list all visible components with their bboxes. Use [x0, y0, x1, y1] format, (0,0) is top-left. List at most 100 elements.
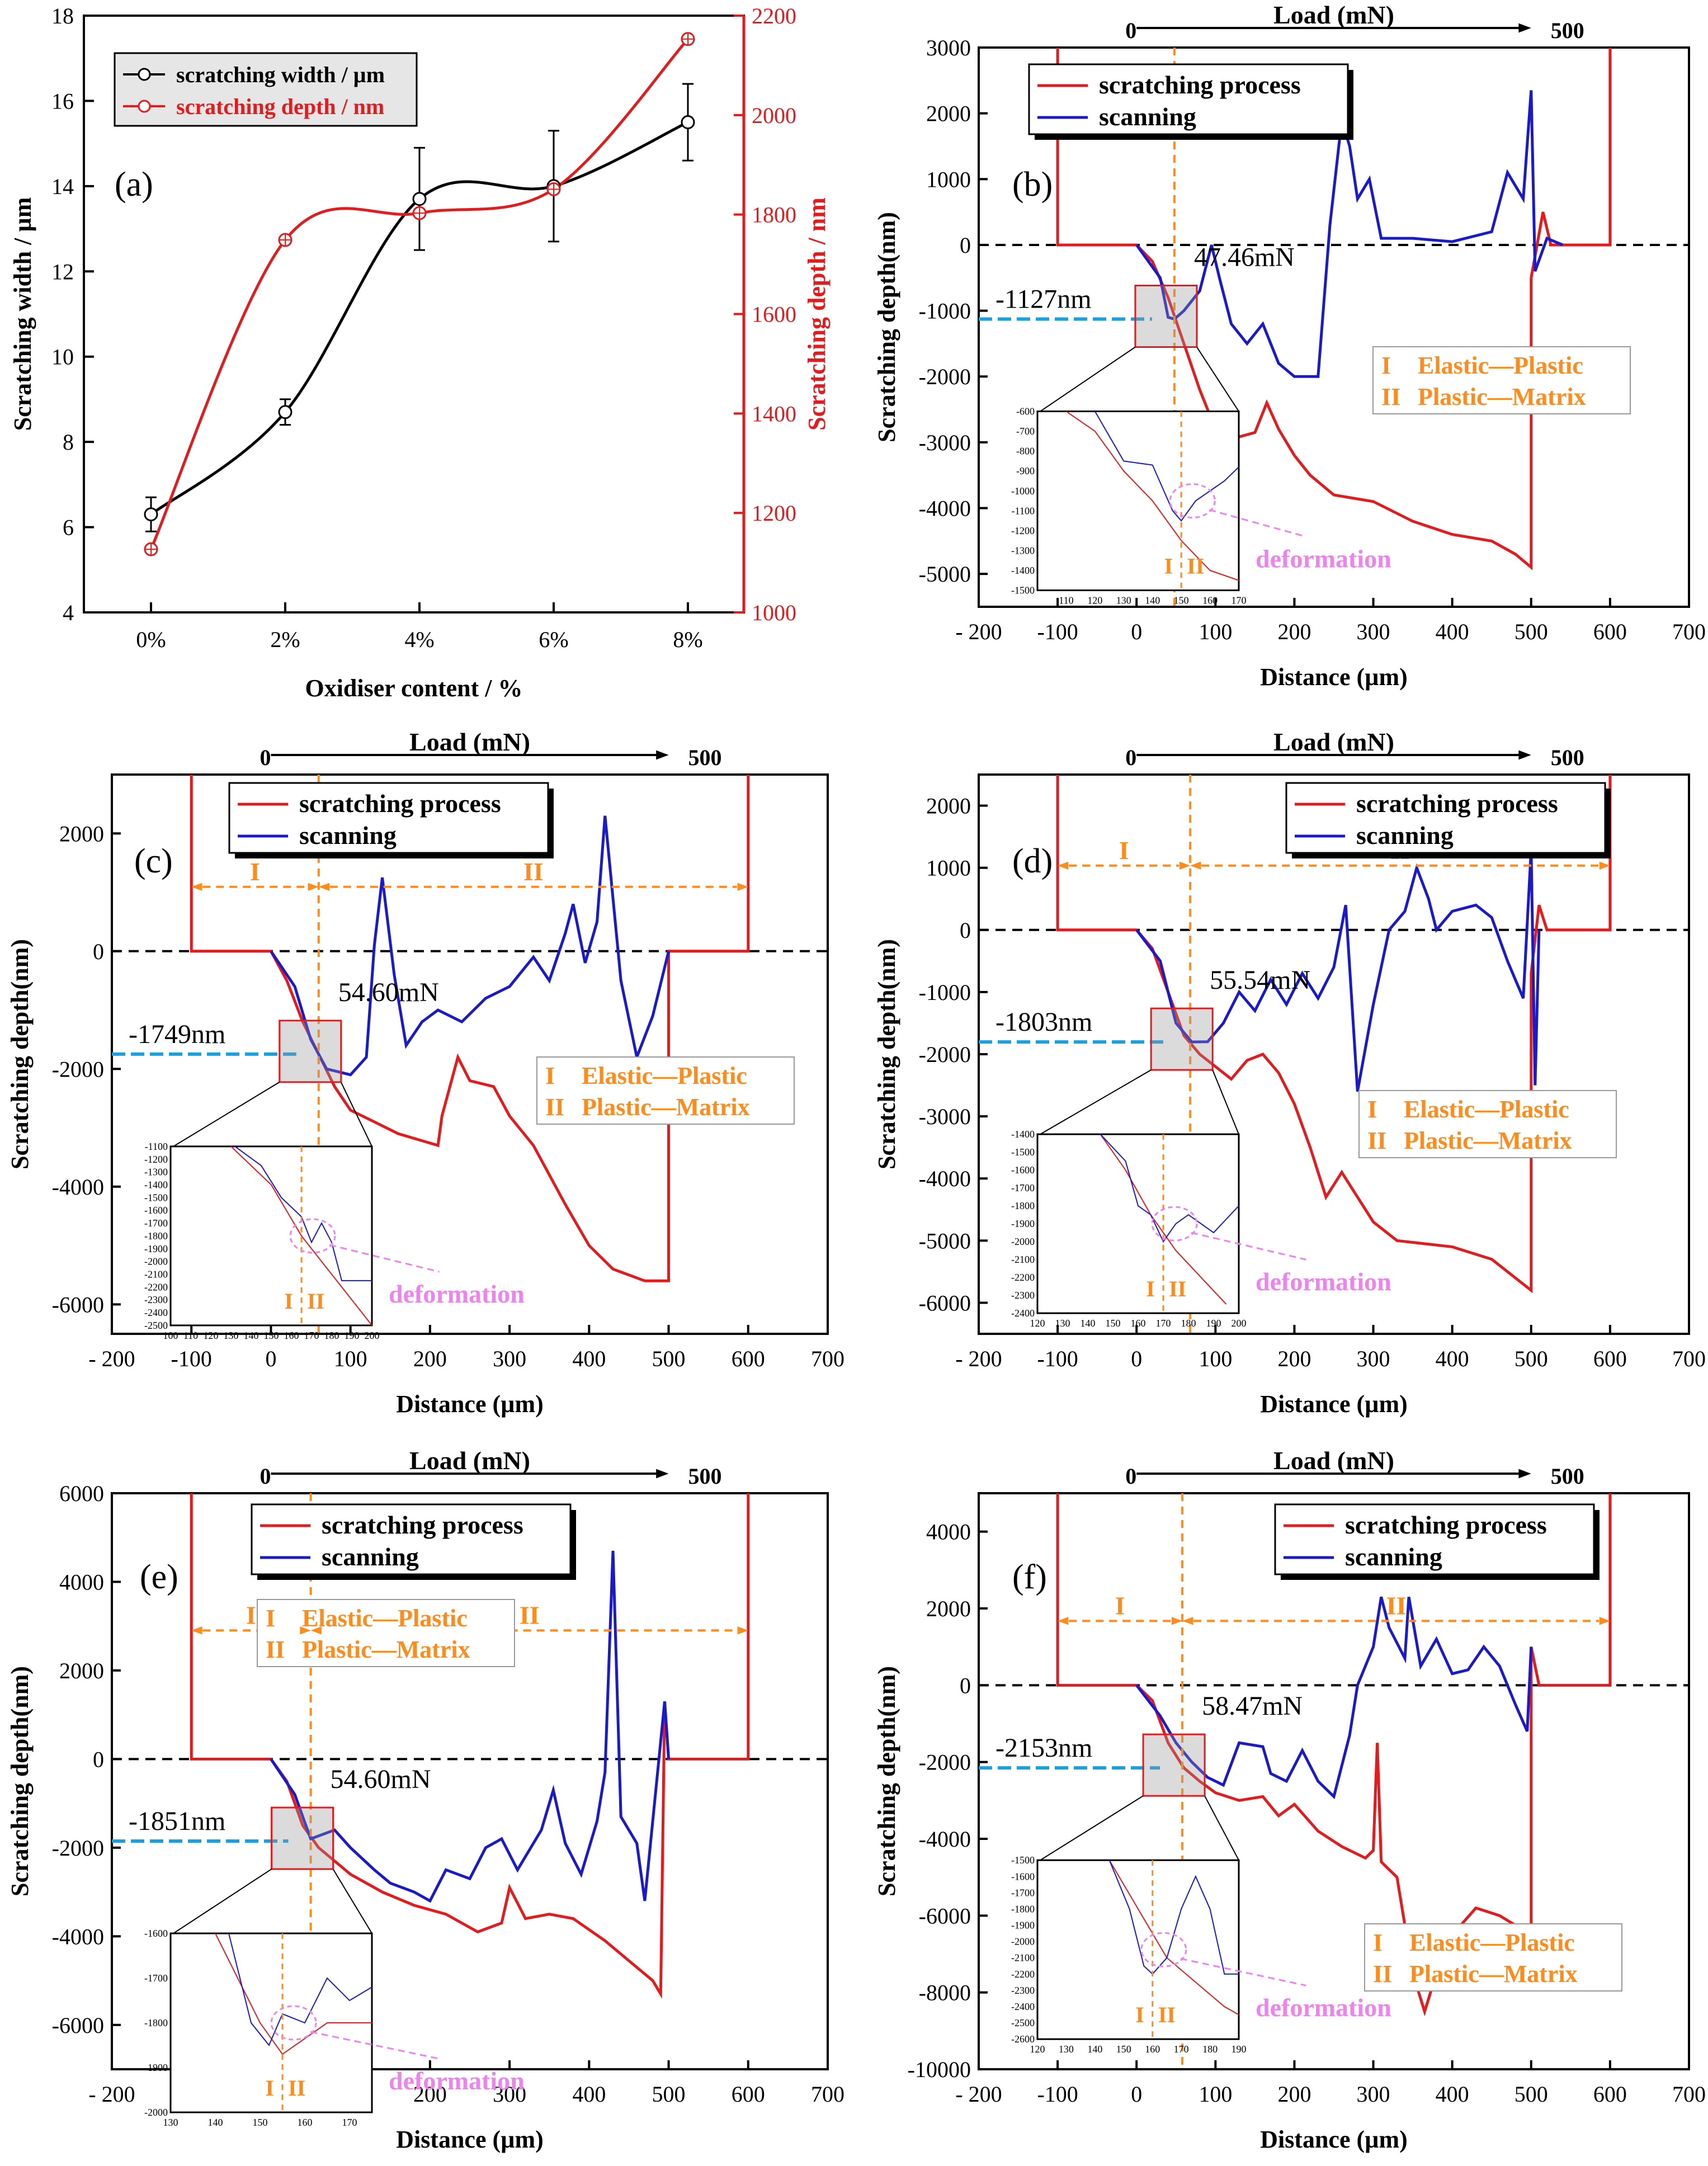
right-tick-label-a: 1600 [752, 302, 796, 327]
legend-box-d [1285, 782, 1606, 854]
inset-y-tick-b: -1300 [1011, 545, 1035, 556]
inset-x-tick-b: 140 [1145, 595, 1160, 606]
y-tick-label-e: -6000 [52, 2013, 104, 2038]
y-tick-label-f: -6000 [919, 1903, 971, 1928]
y-tick-label-c: -2000 [52, 1056, 104, 1082]
deformation-ring-b [1169, 483, 1216, 519]
legend-label-process-e: scratching process [322, 1511, 523, 1539]
stage-box-elastic-d: Elastic—Plastic [1404, 1096, 1569, 1123]
stage-box-f [1364, 1923, 1622, 1992]
x-tick-label-d: 300 [1357, 1346, 1390, 1371]
deformation-label-e: deformation [389, 2066, 525, 2095]
x-tick-label-c: - 200 [88, 1346, 135, 1371]
inset-connector-b [1040, 346, 1136, 412]
inset-y-tick-e: -1700 [144, 1972, 168, 1984]
arrowhead [191, 1626, 202, 1635]
inset-x-tick-c: 100 [163, 1330, 178, 1341]
deformation-label-c: deformation [389, 1280, 525, 1308]
y-tick-label-e: 6000 [59, 1481, 104, 1506]
critical-depth-label-d: -1803nm [995, 1007, 1092, 1037]
deformation-pointer-c [329, 1244, 440, 1273]
inset-y-tick-e: -2000 [144, 2107, 168, 2118]
stage-II-label-f: II [1386, 1591, 1407, 1620]
inset-y-tick-f: -1900 [1011, 1920, 1035, 1931]
x-tick-label-f: 0 [1131, 2082, 1142, 2107]
y-tick-label-f: -10000 [908, 2057, 971, 2082]
legend-label-process-b: scratching process [1099, 70, 1301, 99]
y-tick-label-b: 3000 [926, 35, 971, 60]
inset-x-tick-f: 190 [1232, 2044, 1247, 2055]
critical-load-label-d: 55.54mN [1210, 965, 1310, 995]
inset-y-tick-e: -1600 [144, 1928, 168, 1939]
right-tick-label-a: 1800 [752, 202, 796, 228]
inset-connector-f [1040, 1795, 1144, 1861]
panel-f: - 200 -100 0 100 200 300 400 500 600 700 -10000 -80… [873, 1446, 1706, 2153]
x-axis-label-b: Distance (µm) [1260, 663, 1408, 691]
inset-x-tick-e: 160 [298, 2117, 313, 2128]
arrowhead [1599, 861, 1610, 870]
x-tick-label-f: 300 [1357, 2082, 1390, 2107]
y-tick-label-e: -2000 [52, 1835, 104, 1861]
y-tick-label-e: 4000 [59, 1569, 104, 1594]
y-tick-label-d: -5000 [919, 1228, 971, 1253]
inset-y-tick-d: -1900 [1011, 1218, 1035, 1229]
load-end-c: 500 [688, 745, 722, 770]
arrowhead [310, 1626, 322, 1635]
inset-y-tick-e: -1800 [144, 2017, 168, 2028]
inset-y-tick-c: -1800 [144, 1230, 168, 1242]
inset-y-tick-b: -600 [1016, 406, 1035, 417]
right-tick-label-a: 2200 [752, 3, 796, 29]
inset-I-e: I [265, 2075, 274, 2101]
stage-box-II-f: II [1373, 1960, 1392, 1988]
inset-y-tick-c: -1200 [144, 1154, 168, 1165]
inset-y-tick-f: -1800 [1011, 1903, 1035, 1914]
inset-y-tick-d: -2100 [1011, 1254, 1035, 1265]
x-tick-label-f: 600 [1593, 2082, 1627, 2107]
inset-frame-c [169, 1145, 373, 1327]
x-tick-label-c: 0 [265, 1346, 276, 1371]
load-end-d: 500 [1551, 745, 1584, 770]
load-arrowhead-e [656, 1469, 669, 1479]
inset-scan-b [1094, 411, 1239, 522]
x-tick-label-d: - 200 [955, 1346, 1002, 1371]
x-tick-label-c: 700 [811, 1346, 844, 1371]
inset-y-tick-b: -900 [1016, 465, 1035, 476]
y-tick-label-e: 0 [93, 1747, 104, 1772]
deformation-label-d: deformation [1256, 1267, 1391, 1296]
inset-x-tick-e: 150 [253, 2117, 268, 2128]
process-curve-e [190, 1493, 750, 1999]
x-tick-label-d: 700 [1672, 1346, 1706, 1371]
stage-box-elastic-b: Elastic—Plastic [1418, 352, 1583, 379]
legend-marker-width [138, 68, 151, 81]
arrowhead [1058, 861, 1069, 870]
inset-y-tick-d: -1500 [1011, 1146, 1035, 1158]
inset-y-tick-b: -1200 [1011, 525, 1035, 536]
inset-y-tick-d: -1400 [1011, 1129, 1035, 1140]
inset-y-tick-b: -1500 [1011, 585, 1035, 596]
y-tick-label-b: -2000 [919, 364, 971, 389]
inset-y-tick-d: -1700 [1011, 1182, 1035, 1193]
inset-connector-e [173, 1868, 272, 1934]
inset-y-tick-d: -1600 [1011, 1164, 1035, 1176]
inset-x-tick-c: 110 [183, 1330, 198, 1341]
stage-box-II-e: II [266, 1636, 285, 1663]
inset-x-tick-d: 200 [1232, 1318, 1247, 1329]
stage-box-d [1358, 1090, 1617, 1158]
x-tick-label-f: 700 [1672, 2082, 1706, 2107]
load-end-b: 500 [1551, 18, 1584, 43]
x-tick-label-b: 0 [1131, 619, 1142, 644]
inset-II-b: II [1187, 554, 1204, 579]
legend-label-scanning-f: scanning [1345, 1542, 1442, 1571]
panel-label-a: (a) [115, 166, 153, 204]
inset-x-tick-b: 130 [1116, 595, 1131, 606]
x-tick-label-b: 300 [1357, 619, 1390, 644]
inset-x-tick-d: 160 [1131, 1318, 1146, 1329]
x-tick-label-c: 600 [732, 1346, 765, 1371]
inset-x-tick-e: 130 [163, 2117, 178, 2128]
x-tick-label-e: 400 [572, 2082, 606, 2107]
process-curve-b [1056, 48, 1612, 570]
right-tick-label-a: 1400 [752, 401, 796, 426]
inset-x-tick-b: 170 [1232, 595, 1247, 606]
stage-box-II-d: II [1367, 1127, 1386, 1154]
x-tick-label-e: 600 [732, 2082, 765, 2107]
